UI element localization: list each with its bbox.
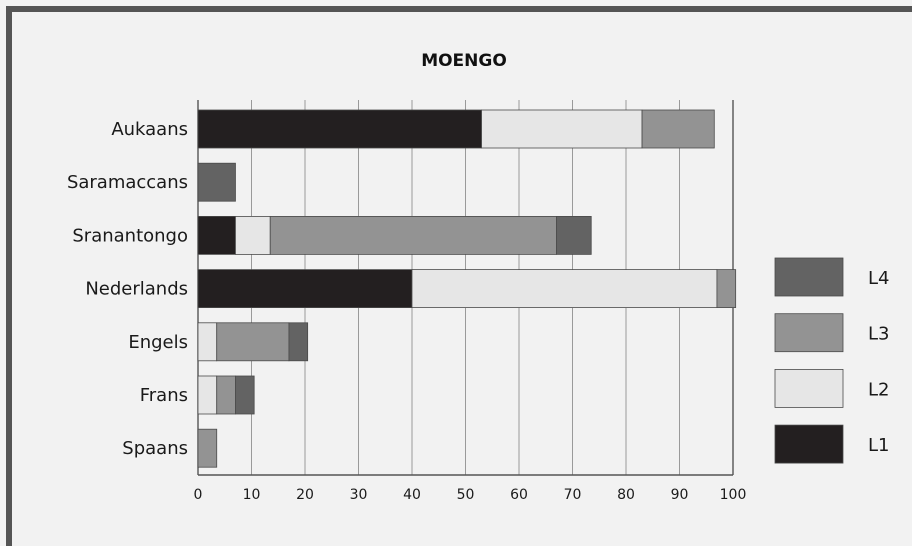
bar-l2-engels	[197, 322, 218, 362]
x-tick-labels: 0 10 20 30 40 50 60 70 80 90 100	[194, 487, 747, 503]
bar-l2-sranantongo	[235, 215, 271, 255]
bar-l3-frans	[216, 375, 236, 415]
bar-l4-engels	[288, 322, 309, 362]
x-tick-label: 80	[617, 487, 635, 503]
chart-title: MOENGO	[421, 51, 507, 71]
bar-l1-sranantongo	[197, 215, 236, 255]
category-label: Engels	[128, 332, 188, 353]
legend-swatch-l3	[774, 313, 844, 353]
bar-l3-engels	[216, 322, 290, 362]
bar-l3-spaans	[197, 428, 218, 468]
x-tick-label: 70	[564, 487, 582, 503]
legend-label-l4: L4	[868, 268, 889, 289]
bar-l4-saramaccans	[197, 162, 236, 202]
legend-label-l1: L1	[868, 435, 889, 456]
legend-label-l2: L2	[868, 379, 889, 400]
x-tick-label: 50	[457, 487, 475, 503]
x-tick-label: 100	[720, 487, 747, 503]
x-tick-label: 10	[243, 487, 261, 503]
bar-l1-aukaans	[197, 109, 482, 149]
legend-swatch-l4	[774, 257, 844, 297]
legend-label-l3: L3	[868, 324, 889, 345]
legend-swatch-l2	[774, 368, 844, 408]
legend: L4 L3 L2 L1	[774, 257, 889, 464]
bar-l3-aukaans	[641, 109, 715, 149]
category-label: Nederlands	[85, 279, 188, 300]
category-label: Frans	[140, 385, 188, 406]
category-labels: Aukaans Saramaccans Sranantongo Nederlands E…	[67, 119, 188, 459]
bar-l3-nederlands	[716, 269, 737, 309]
category-label: Aukaans	[111, 119, 188, 140]
category-label: Saramaccans	[67, 172, 188, 193]
x-tick-label: 20	[296, 487, 314, 503]
bar-l2-nederlands	[411, 269, 718, 309]
bar-l3-sranantongo	[269, 215, 557, 255]
bar-l4-frans	[235, 375, 255, 415]
bar-l1-nederlands	[197, 269, 413, 309]
x-tick-label: 90	[671, 487, 689, 503]
bar-l2-frans	[197, 375, 218, 415]
legend-swatch-l1	[774, 424, 844, 464]
category-label: Sranantongo	[72, 225, 188, 246]
x-tick-label: 40	[403, 487, 421, 503]
bars	[197, 109, 737, 468]
x-tick-label: 30	[350, 487, 368, 503]
bar-l4-sranantongo	[556, 215, 592, 255]
bar-l2-aukaans	[481, 109, 643, 149]
x-tick-label: 60	[510, 487, 528, 503]
x-tick-label: 0	[194, 487, 203, 503]
category-label: Spaans	[122, 438, 188, 459]
